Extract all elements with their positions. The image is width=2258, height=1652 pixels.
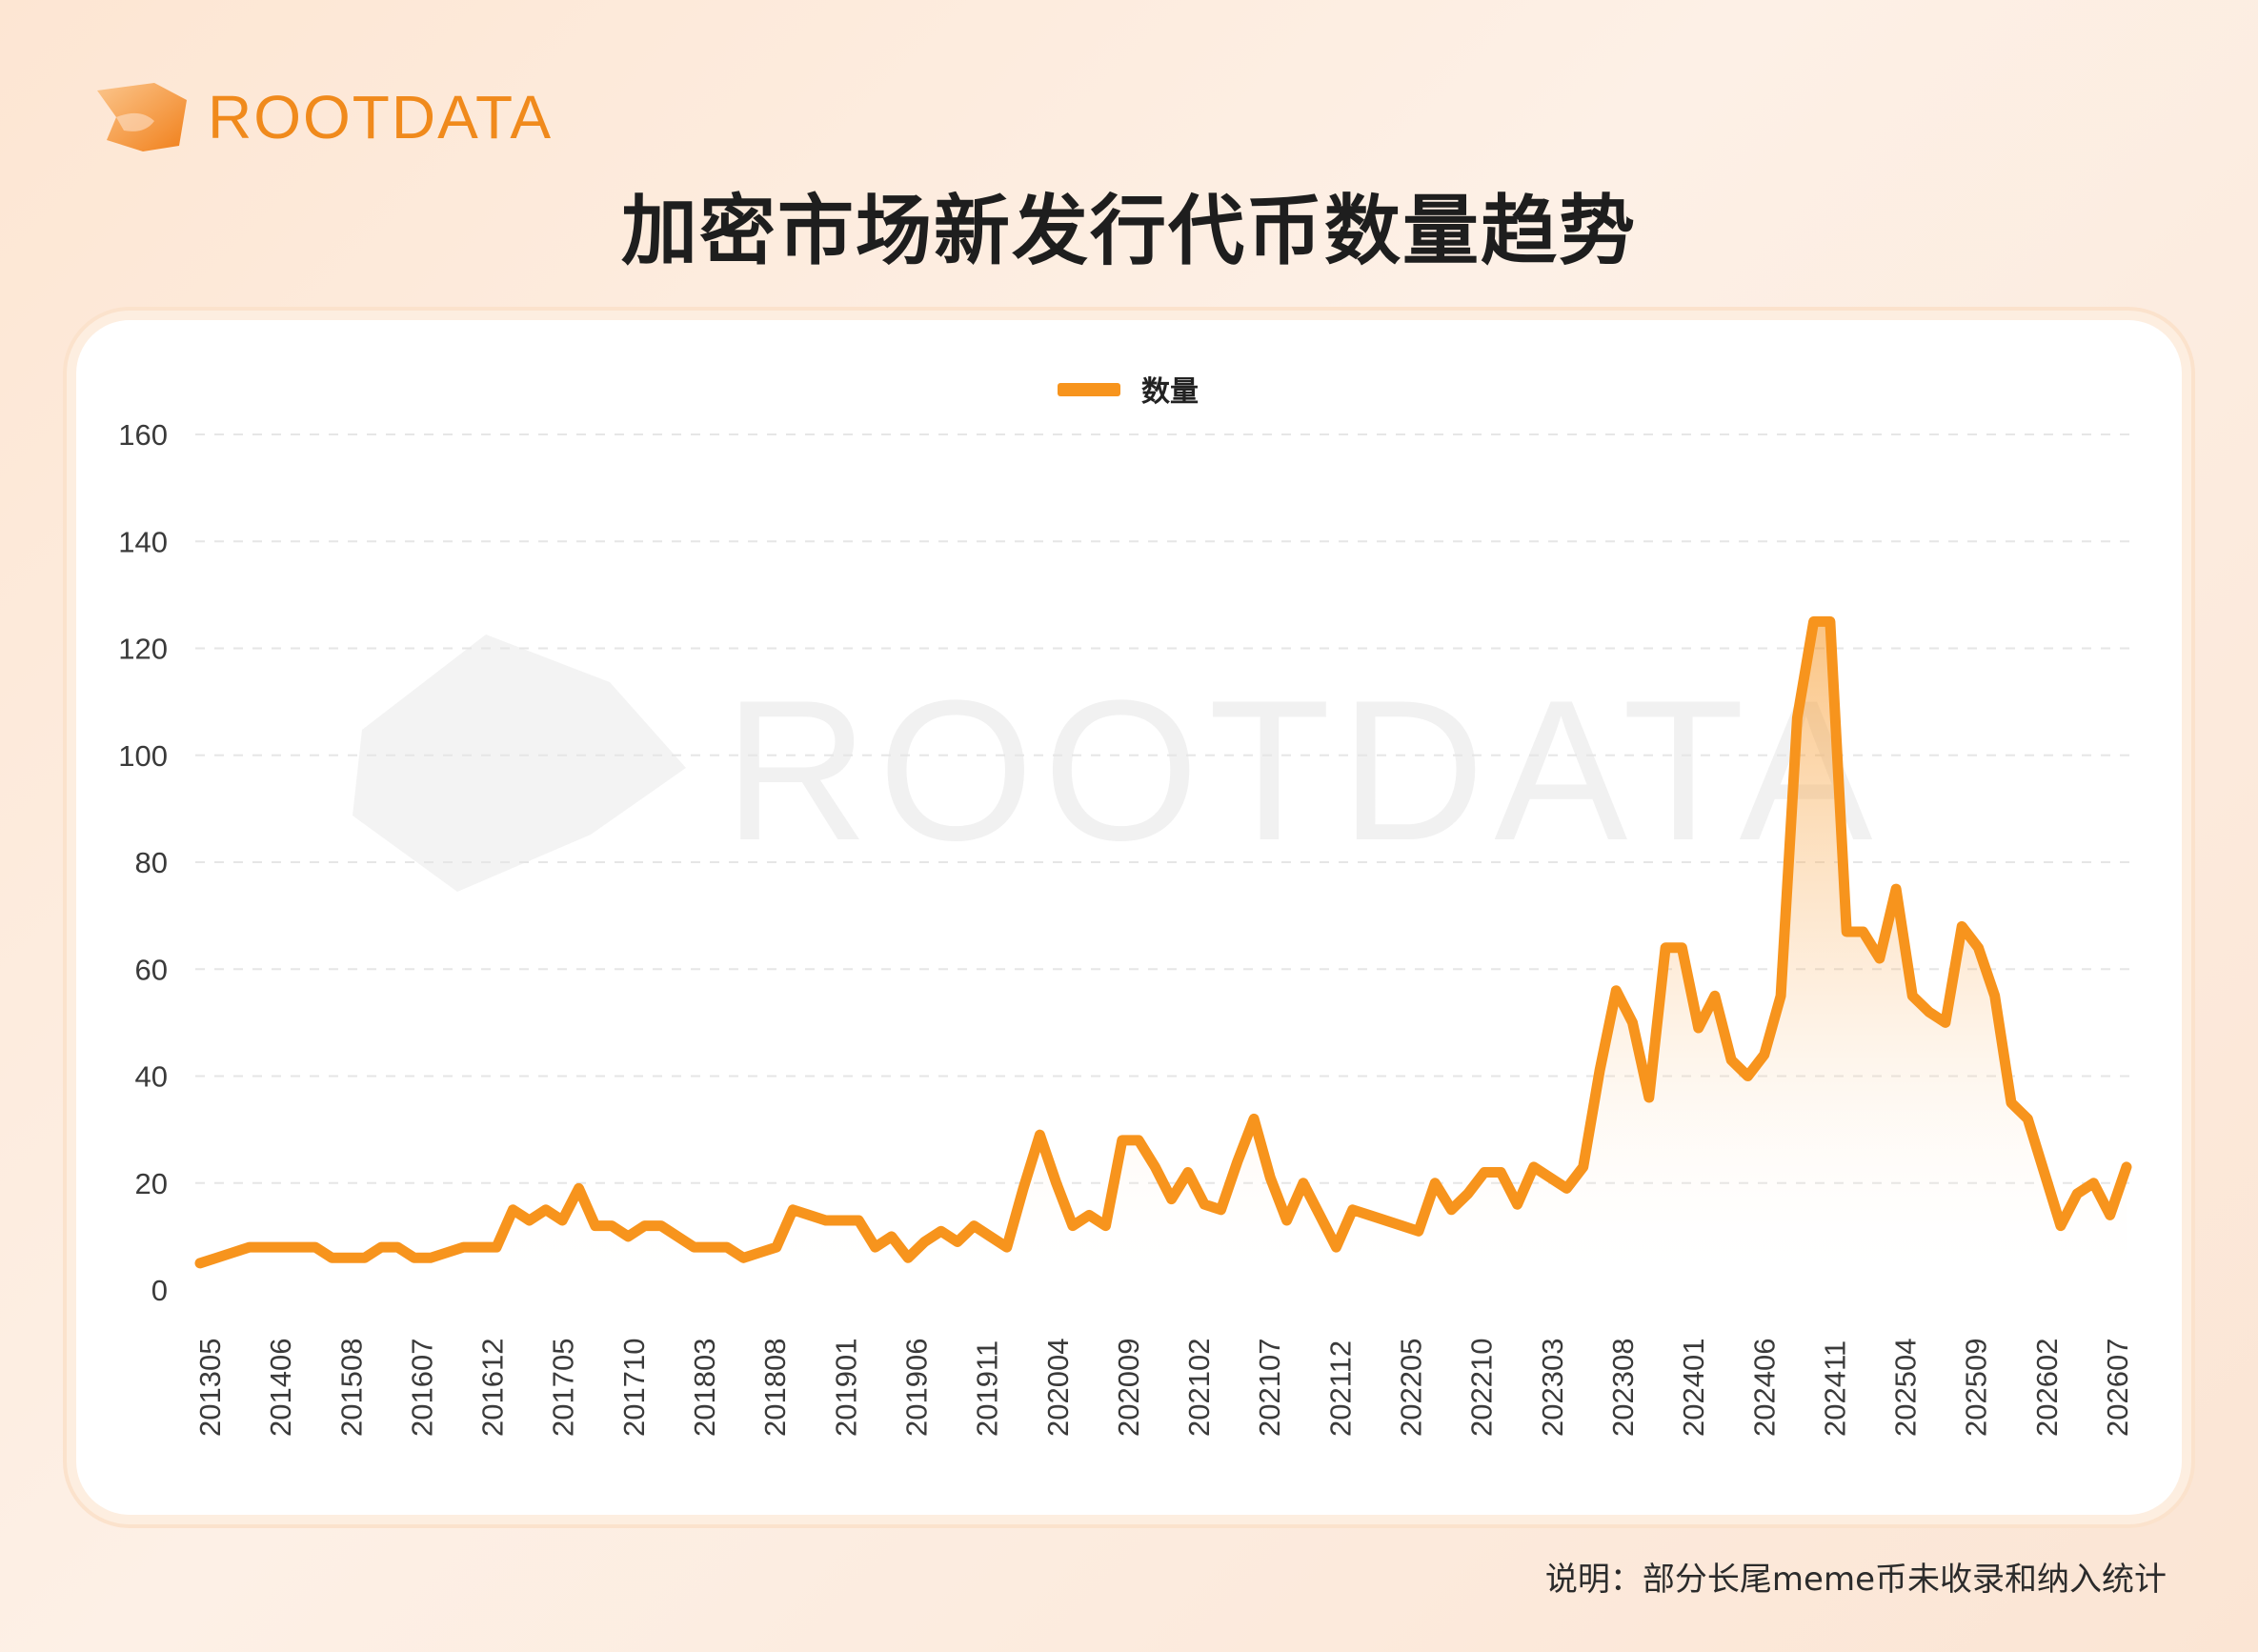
x-tick-label: 202607 [2101,1339,2134,1437]
watermark-text: ROOTDATA [724,658,1883,882]
y-tick-label: 0 [151,1274,168,1307]
y-tick-label: 40 [135,1060,168,1094]
y-tick-label: 160 [118,418,168,452]
x-tick-label: 202401 [1677,1339,1710,1437]
x-tick-label: 202303 [1536,1339,1569,1437]
x-tick-label: 202504 [1889,1339,1923,1437]
y-tick-label: 120 [118,633,168,666]
logo-text: ROOTDATA [208,83,554,151]
footnote: 说明：部分长尾meme币未收录和纳入统计 [1544,1561,2167,1599]
x-tick-label: 202205 [1395,1339,1428,1437]
series-area [200,621,2127,1290]
rootdata-logo-icon [97,83,187,151]
x-tick-label: 201803 [688,1339,721,1437]
y-tick-label: 20 [135,1167,168,1200]
x-tick-label: 201901 [829,1339,862,1437]
legend-swatch [1058,383,1120,396]
x-tick-label: 202107 [1253,1339,1286,1437]
series-line [194,615,2132,1269]
x-tick-label: 202509 [1960,1339,1993,1437]
x-tick-label: 202411 [1818,1340,1851,1437]
chart-card: ROOTDATA 0 20 40 60 80 100 120 140 160 201305 201… [76,320,2182,1515]
x-tick-label: 201705 [547,1339,580,1437]
x-tick-label: 201710 [617,1339,651,1437]
x-tick-label: 201406 [264,1339,297,1437]
x-axis: 201305 201406 201508 201607 201612 201705 2017… [193,1339,2134,1437]
x-tick-label: 202112 [1323,1340,1357,1437]
legend: 数量 [1058,375,1199,409]
chart-title: 加密市场新发行代币数量趋势 [621,187,1637,275]
x-tick-label: 201906 [899,1339,933,1437]
x-tick-label: 201808 [758,1339,792,1437]
x-tick-label: 201508 [334,1339,368,1437]
x-tick-label: 201607 [405,1339,438,1437]
y-tick-label: 140 [118,525,168,558]
watermark: ROOTDATA [353,635,1883,892]
x-tick-label: 202308 [1606,1339,1640,1437]
x-tick-label: 201305 [193,1339,227,1437]
rootdata-logo: ROOTDATA [88,74,553,160]
x-tick-label: 201612 [476,1339,510,1437]
x-tick-label: 202210 [1465,1339,1499,1437]
x-tick-label: 201911 [971,1340,1004,1437]
y-tick-label: 80 [135,846,168,879]
y-axis: 0 20 40 60 80 100 120 140 160 [118,418,168,1307]
x-tick-label: 202406 [1747,1339,1781,1437]
x-tick-label: 202602 [2030,1339,2064,1437]
y-tick-label: 100 [118,739,168,773]
y-tick-label: 60 [135,953,168,986]
legend-label: 数量 [1141,375,1199,409]
x-tick-label: 202004 [1041,1339,1075,1437]
x-tick-label: 202009 [1112,1339,1145,1437]
x-tick-label: 202102 [1182,1339,1216,1437]
